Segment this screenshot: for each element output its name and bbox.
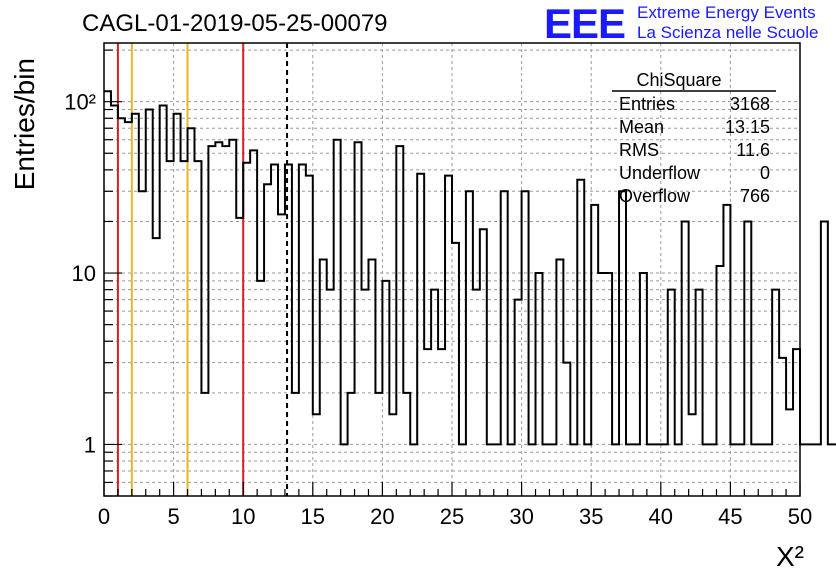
x-tick-label: 10 [231, 504, 255, 529]
stats-row-value: 766 [740, 186, 770, 206]
x-tick-label: 0 [98, 504, 110, 529]
marker-lines [116, 43, 289, 496]
y-tick-label: 10² [64, 90, 96, 115]
stats-row-label: Underflow [619, 163, 701, 183]
stats-row-value: 13.15 [725, 117, 770, 137]
y-tick-label: 1 [84, 432, 96, 457]
histogram-line [104, 90, 836, 446]
y-tick-label: 10 [72, 261, 96, 286]
x-tick-label: 25 [440, 504, 464, 529]
axis-ticks [103, 49, 801, 497]
x-tick-label: 5 [167, 504, 179, 529]
logo-subtitle-line1: Extreme Energy Events [637, 3, 816, 22]
logo-subtitle-line2: La Scienza nelle Scuole [637, 23, 819, 42]
stats-row-value: 11.6 [736, 140, 770, 160]
x-tick-label: 50 [788, 504, 812, 529]
stats-row-label: Overflow [619, 186, 691, 206]
x-tick-label: 45 [718, 504, 742, 529]
x-tick-label: 30 [509, 504, 533, 529]
x-tick-label: 35 [579, 504, 603, 529]
x-tick-label: 40 [649, 504, 673, 529]
stats-row-value: 3168 [730, 94, 770, 114]
stats-title: ChiSquare [636, 70, 721, 90]
x-tick-label: 20 [370, 504, 394, 529]
stats-row-value: 0 [760, 163, 770, 183]
stats-row-label: RMS [619, 140, 659, 160]
stats-row-label: Entries [619, 94, 675, 114]
axis-tick-labels: 0 5 10 15 20 25 30 35 40 45 50 1 10 10² [64, 90, 812, 529]
eee-logo: EEE [544, 0, 626, 47]
y-axis-label: Entries/bin [9, 58, 40, 190]
stats-row-label: Mean [619, 117, 664, 137]
x-tick-label: 15 [301, 504, 325, 529]
stats-box: ChiSquare Entries 3168 Mean 13.15 RMS 11.6 Und… [612, 70, 776, 206]
x-axis-label: X² [776, 541, 804, 572]
chart-title: CAGL-01-2019-05-25-00079 [82, 10, 388, 37]
